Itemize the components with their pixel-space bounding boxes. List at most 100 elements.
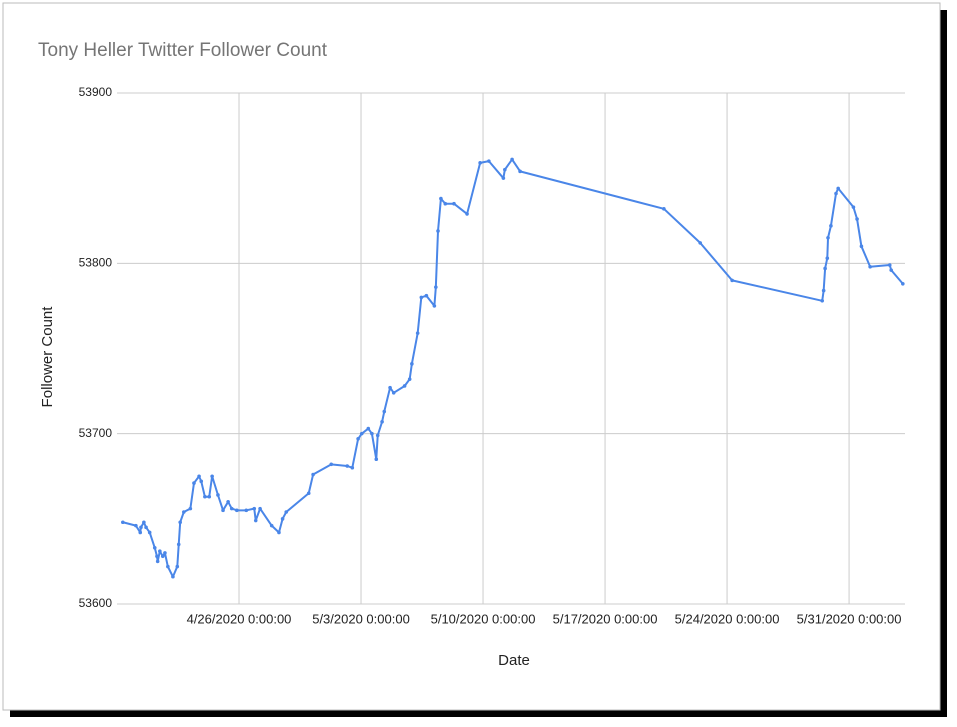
data-point xyxy=(855,217,859,221)
y-tick-label: 53800 xyxy=(79,256,113,270)
data-point xyxy=(821,288,826,293)
data-point xyxy=(887,263,892,267)
data-point xyxy=(350,465,355,470)
data-point xyxy=(188,506,193,511)
x-tick-label: 5/3/2020 0:00:00 xyxy=(312,611,410,626)
data-point xyxy=(152,545,157,550)
x-tick-label: 5/17/2020 0:00:00 xyxy=(553,611,658,626)
plot-area: 53600 53700 53800 53900 4/26/2020 0:00:00 5/3… xyxy=(79,85,905,626)
data-point xyxy=(229,506,234,511)
y-axis-label: Follower Count xyxy=(39,306,56,408)
data-point xyxy=(147,530,152,535)
y-tick-label: 53900 xyxy=(79,85,113,99)
data-point xyxy=(155,554,159,559)
data-point xyxy=(203,494,207,499)
data-point xyxy=(391,390,396,395)
data-point xyxy=(269,523,274,528)
data-point xyxy=(478,161,482,165)
data-point xyxy=(518,169,522,174)
data-point xyxy=(258,506,262,511)
data-point xyxy=(662,207,666,211)
data-point xyxy=(171,574,175,579)
data-point xyxy=(175,564,180,569)
data-point xyxy=(465,212,469,216)
data-point xyxy=(868,264,872,269)
x-tick-label: 5/10/2020 0:00:00 xyxy=(431,611,536,626)
data-point xyxy=(825,256,830,261)
data-point xyxy=(160,554,165,559)
data-point xyxy=(487,159,491,163)
x-axis-label: Date xyxy=(498,652,530,669)
data-point xyxy=(434,285,438,289)
data-point xyxy=(176,542,181,547)
data-point xyxy=(277,530,281,535)
data-point xyxy=(410,362,414,366)
x-tick-label: 5/24/2020 0:00:00 xyxy=(675,611,780,626)
frame xyxy=(2,2,941,711)
data-point xyxy=(432,304,437,308)
data-point xyxy=(836,186,840,191)
data-point xyxy=(826,235,830,240)
y-tick-label: 53600 xyxy=(79,596,113,610)
data-point xyxy=(178,520,182,525)
data-point xyxy=(407,377,412,381)
data-point xyxy=(207,494,212,499)
data-point xyxy=(366,426,371,431)
data-point xyxy=(698,241,702,245)
data-point xyxy=(439,196,443,201)
data-point xyxy=(889,268,894,272)
data-point xyxy=(121,520,125,525)
x-tick-label: 5/31/2020 0:00:00 xyxy=(797,611,902,626)
data-point xyxy=(424,293,429,298)
data-point xyxy=(280,517,285,521)
data-point xyxy=(436,229,440,233)
data-point xyxy=(144,525,148,530)
data-point xyxy=(244,508,249,513)
data-point xyxy=(163,551,167,555)
data-point xyxy=(730,278,734,283)
chart-title: Tony Heller Twitter Follower Count xyxy=(38,40,328,61)
data-point xyxy=(851,205,856,209)
data-point xyxy=(138,530,143,535)
data-point xyxy=(510,157,514,162)
data-point xyxy=(284,510,289,514)
data-point xyxy=(501,176,506,180)
data-point xyxy=(199,479,204,484)
data-point xyxy=(388,385,392,390)
data-point xyxy=(192,481,196,485)
data-point xyxy=(834,191,838,196)
data-point xyxy=(823,266,827,271)
data-point xyxy=(158,549,162,553)
data-point xyxy=(380,419,384,424)
data-point xyxy=(221,508,225,513)
data-point xyxy=(134,523,138,528)
data-point xyxy=(829,224,833,228)
data-point xyxy=(311,472,315,477)
data-point xyxy=(859,244,864,249)
data-point xyxy=(374,457,379,462)
data-point xyxy=(252,506,257,511)
data-point xyxy=(197,474,201,479)
data-point xyxy=(375,433,380,438)
data-point xyxy=(382,409,387,414)
data-point xyxy=(901,281,905,286)
data-point xyxy=(210,474,214,479)
data-point xyxy=(226,500,230,504)
data-point xyxy=(370,431,374,436)
data-point xyxy=(142,520,146,525)
data-point xyxy=(329,462,334,467)
data-point xyxy=(820,299,825,303)
data-point xyxy=(345,464,350,468)
data-point xyxy=(155,559,160,564)
data-point xyxy=(216,493,220,497)
y-tick-label: 53700 xyxy=(79,426,113,440)
data-point xyxy=(359,431,364,436)
data-point xyxy=(402,384,407,388)
data-point xyxy=(166,564,170,569)
data-point xyxy=(443,201,448,206)
data-point xyxy=(356,436,360,441)
data-point xyxy=(415,331,420,335)
data-point xyxy=(452,201,456,206)
data-point xyxy=(503,167,507,172)
data-point xyxy=(306,491,311,496)
